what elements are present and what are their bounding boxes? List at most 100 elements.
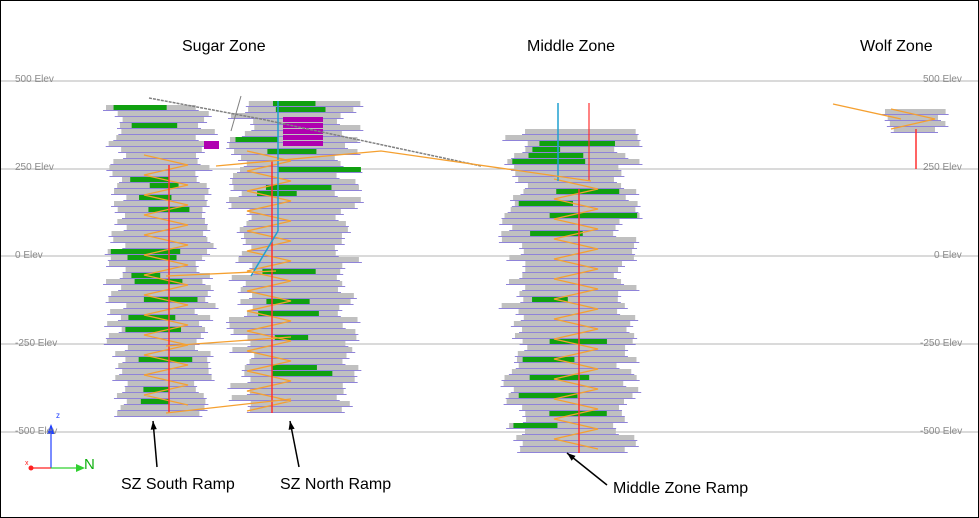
highlight-stope	[283, 135, 323, 140]
ramp-wolf	[890, 108, 936, 130]
stope-block	[243, 233, 342, 238]
developed-stope	[539, 141, 615, 146]
zone-title-sugar: Sugar Zone	[182, 38, 266, 55]
stope-block	[113, 237, 208, 242]
zone-title-wolf: Wolf Zone	[860, 38, 933, 55]
stope-block	[513, 195, 626, 200]
elev-label-right-minus250: -250 Elev	[920, 338, 963, 349]
stope-block	[116, 135, 196, 140]
stope-block	[250, 401, 350, 406]
stope-block	[233, 173, 337, 178]
developed-stope	[149, 183, 179, 188]
stope-block	[518, 309, 618, 314]
stope-block	[107, 321, 200, 326]
axis-x-label: x	[25, 460, 29, 467]
stope-block	[501, 303, 625, 308]
elev-label-left-minus500: -500 Elev	[15, 426, 58, 437]
stope-block	[108, 333, 201, 338]
developed-stope	[272, 365, 317, 370]
axis-z-arrow-icon	[47, 424, 55, 434]
stope-block	[516, 357, 637, 362]
stope-block	[522, 243, 635, 248]
developed-stope	[125, 327, 182, 332]
stope-block	[120, 405, 205, 410]
developed-stope	[532, 297, 568, 302]
stope-block	[509, 423, 614, 428]
stope-block	[252, 293, 354, 298]
stope-block	[121, 285, 211, 290]
stope-block	[887, 115, 939, 120]
stope-block	[249, 389, 344, 394]
surface-workings	[148, 97, 482, 167]
stope-block	[232, 347, 353, 352]
developed-stope	[110, 249, 181, 254]
elev-label-left-250: 250 Elev	[15, 162, 54, 173]
developed-stope	[274, 335, 309, 340]
elev-label-left-minus250: -250 Elev	[15, 338, 58, 349]
developed-stope	[140, 399, 170, 404]
stope-block	[232, 179, 356, 184]
developed-stope	[267, 149, 317, 154]
stope-block	[106, 339, 197, 344]
stope-block	[229, 197, 361, 202]
axis-north-label: N	[84, 456, 95, 473]
highlight-stope	[204, 141, 219, 149]
stope-block	[124, 213, 203, 218]
stope-block	[229, 317, 358, 322]
developed-stope	[113, 105, 167, 110]
developed-stope	[275, 107, 326, 112]
stope-block	[525, 417, 625, 422]
ramp-middle	[553, 178, 599, 450]
stope-block	[117, 411, 200, 416]
stope-block	[502, 219, 620, 224]
stope-block	[514, 333, 635, 338]
wolf-access-drift	[832, 103, 902, 120]
stope-block	[245, 281, 343, 286]
stope-block	[240, 287, 338, 292]
developed-stope	[134, 279, 183, 284]
developed-stope	[278, 167, 361, 172]
stope-block	[523, 249, 633, 254]
stope-block	[117, 219, 205, 224]
callout-middle-zone-ramp: Middle Zone Ramp	[613, 480, 749, 497]
stope-block	[254, 353, 347, 358]
stope-block	[230, 383, 343, 388]
stope-block	[127, 381, 195, 386]
callout-arrow-sz-north-head	[288, 421, 295, 430]
stope-block	[249, 407, 342, 412]
developed-stope	[258, 311, 319, 316]
stope-block	[231, 395, 337, 400]
stope-block	[112, 171, 196, 176]
shaft-sugar-lower	[250, 230, 279, 277]
developed-stope	[128, 315, 176, 320]
stope-block	[510, 207, 636, 212]
stope-block	[231, 275, 337, 280]
stope-block	[515, 171, 622, 176]
developed-stope	[235, 137, 279, 142]
stope-block	[527, 345, 626, 350]
developed-stope	[131, 123, 178, 128]
highlight-stope	[283, 129, 323, 134]
stope-block	[519, 291, 619, 296]
stope-block	[523, 297, 618, 302]
elev-label-right-minus500: -500 Elev	[920, 426, 963, 437]
stope-block	[126, 303, 216, 308]
stope-block	[111, 291, 208, 296]
developed-stope	[127, 255, 177, 260]
developed-stope	[522, 357, 575, 362]
stope-block	[122, 369, 209, 374]
developed-stope	[265, 185, 332, 190]
stope-block	[525, 147, 615, 152]
stope-block	[501, 237, 637, 242]
stope-block	[115, 375, 212, 380]
stope-block	[126, 153, 197, 158]
callout-sz-south-ramp: SZ South Ramp	[121, 476, 235, 493]
stope-block	[114, 201, 207, 206]
ramp-sugar-south	[143, 154, 189, 406]
stope-block	[121, 129, 215, 134]
stope-block	[893, 127, 936, 132]
developed-stope	[271, 371, 333, 376]
stope-block	[121, 147, 202, 152]
stope-block	[241, 251, 336, 256]
stope-block	[884, 109, 946, 114]
